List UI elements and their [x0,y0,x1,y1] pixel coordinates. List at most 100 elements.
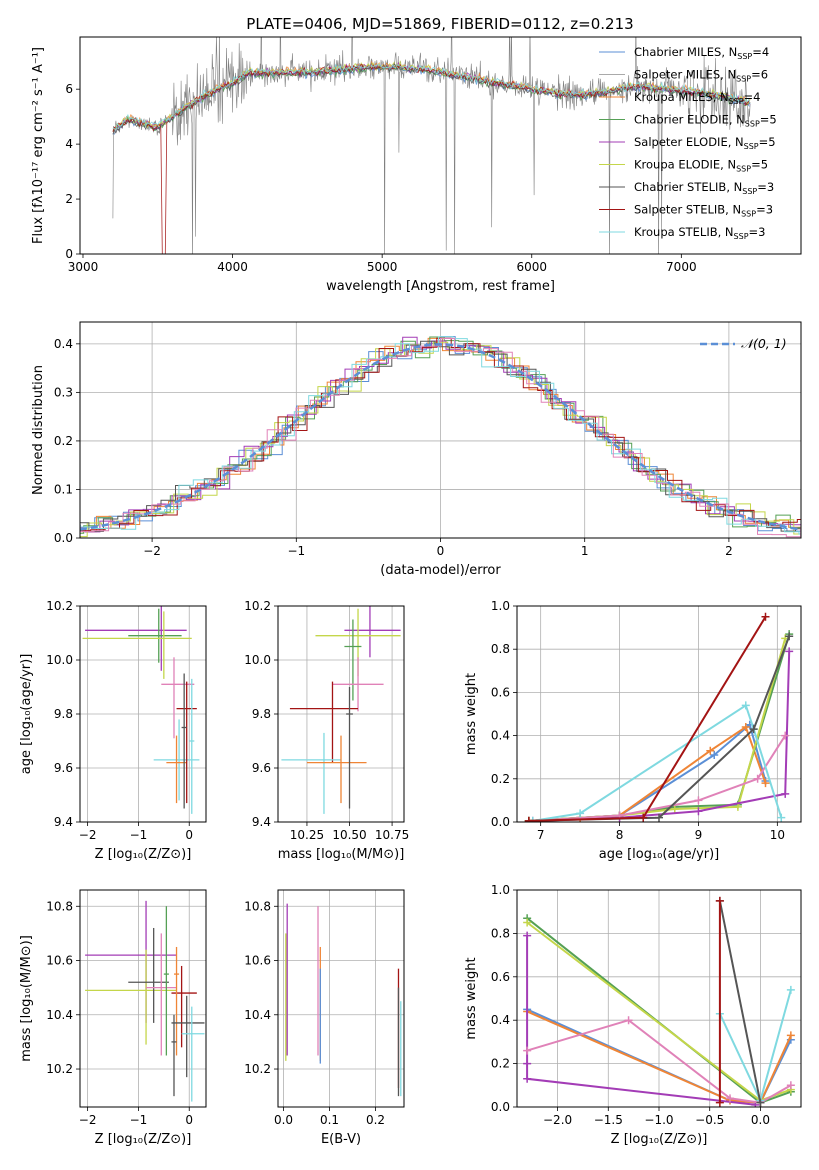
x-tick-label: −1 [130,1113,148,1127]
x-axis-label: Z [log₁₀(Z/Z⊙)] [95,847,192,862]
point-marker [761,779,770,788]
axes-frame [79,605,207,823]
x-tick-label: −2 [143,544,161,558]
point-marker [523,1046,532,1055]
point-marker [786,985,795,994]
series-line [532,703,783,822]
point-marker [576,809,585,818]
legend-label: Chabrier STELIB, NSSP=3 [634,180,774,196]
axes-z-age: −2 −1 0 9.4 9.6 9.8 10.0 10.2 Z [log₁₀(Z/Z⊙)] age… [19,599,207,862]
point-marker [777,813,786,822]
y-tick-label: 10.4 [244,1008,271,1022]
series-line [526,935,756,1106]
y-tick-label: 9.8 [252,707,271,721]
plot-area [80,336,801,538]
grid-lines [80,890,206,1107]
y-axis-label: mass weight [464,957,479,1039]
y-tick-label: 0.4 [491,729,510,743]
x-tick-label: 0 [185,1113,193,1127]
y-axis-label: mass [log₁₀(M/M⊙)] [19,935,34,1062]
x-axis-label: age [log₁₀(age/yr)] [599,847,720,862]
point-marker [756,1098,765,1107]
x-tick-label: 7000 [666,260,697,274]
series-line [528,616,767,822]
x-tick-label: −2 [79,828,97,842]
point-marker [523,931,532,940]
y-tick-label: 9.4 [54,815,73,829]
point-marker [753,774,762,783]
point-marker [741,722,750,731]
x-tick-label: −1 [287,544,305,558]
y-tick-label: 0.0 [54,531,73,545]
axes-frame [277,605,405,823]
y-tick-label: 10.2 [46,1062,73,1076]
y-tick-label: 0.2 [54,434,73,448]
y-tick-label: 0.2 [491,1057,510,1071]
y-tick-label: 0.4 [491,1013,510,1027]
x-tick-label: 0 [185,828,193,842]
y-tick-label: 6 [65,82,73,96]
point-marker [670,805,679,814]
plot-area [82,606,200,814]
x-tick-label: 0.2 [366,1113,385,1127]
point-marker [726,1094,734,1103]
y-tick-label: 0.8 [491,642,510,656]
point-marker [781,789,790,798]
spectrum-model-line [112,63,751,135]
x-tick-label: −2 [79,1113,97,1127]
series-line [532,735,787,822]
legend-label: Kroupa STELIB, NSSP=3 [634,225,765,241]
legend-label: Kroupa MILES, NSSP=4 [634,90,760,106]
y-tick-label: 9.8 [54,707,73,721]
y-tick-label: 0 [65,247,73,261]
figure-title: PLATE=0406, MJD=51869, FIBERID=0112, z=0… [246,15,633,33]
x-tick-label: 9 [695,828,703,842]
point-marker [781,731,790,740]
plot-area [523,896,795,1107]
point-marker [523,1074,532,1083]
y-tick-label: 10.8 [244,899,271,913]
y-tick-label: 0.8 [491,926,510,940]
grid-lines [80,322,801,539]
legend-label: Salpeter MILES, NSSP=6 [634,68,768,84]
spectrum-model-line [112,63,751,254]
grid-lines [517,889,801,1108]
y-tick-label: 0.4 [54,337,73,351]
x-axis-label: E(B-V) [321,1132,361,1147]
x-tick-label: −1.5 [594,1113,623,1127]
legend-label: 𝒩(0, 1) [741,336,787,351]
point-marker [624,1016,633,1025]
histogram-series [80,338,801,538]
y-axis-label: Flux [fλ10⁻¹⁷ erg cm⁻² s⁻¹ A⁻¹] [31,47,46,244]
point-marker [639,813,648,822]
point-marker [785,632,794,641]
x-axis-label: (data-model)/error [380,563,501,578]
series-line [532,651,791,822]
point-marker [524,816,533,822]
axes-frame [516,889,802,1108]
x-tick-label: 10 [770,828,785,842]
series-line [526,1010,792,1104]
series-line [718,989,792,1104]
y-tick-label: 10.0 [46,653,73,667]
y-tick-label: 10.6 [244,954,271,968]
y-tick-label: 4 [65,137,73,151]
legend-label: Kroupa ELODIE, NSSP=5 [634,158,768,174]
x-tick-label: 7 [537,828,545,842]
histogram-series [80,341,801,538]
plot-area [281,606,401,814]
spectrum-data-line [112,37,751,254]
y-tick-label: 0.1 [54,482,73,496]
y-tick-label: 1.0 [491,599,510,613]
x-tick-label: 1 [581,544,589,558]
x-tick-label: −2.0 [543,1113,572,1127]
x-tick-label: 4000 [217,260,248,274]
histogram-series [80,337,801,533]
y-tick-label: 10.6 [46,954,73,968]
x-tick-label: 10.25 [290,828,324,842]
axes-mass-age: 10.25 10.50 10.75 9.4 9.6 9.8 10.0 10.2 mass [lo… [244,599,409,862]
y-tick-label: 0.3 [54,385,73,399]
plot-area [524,612,794,822]
grid-lines [278,890,404,1107]
